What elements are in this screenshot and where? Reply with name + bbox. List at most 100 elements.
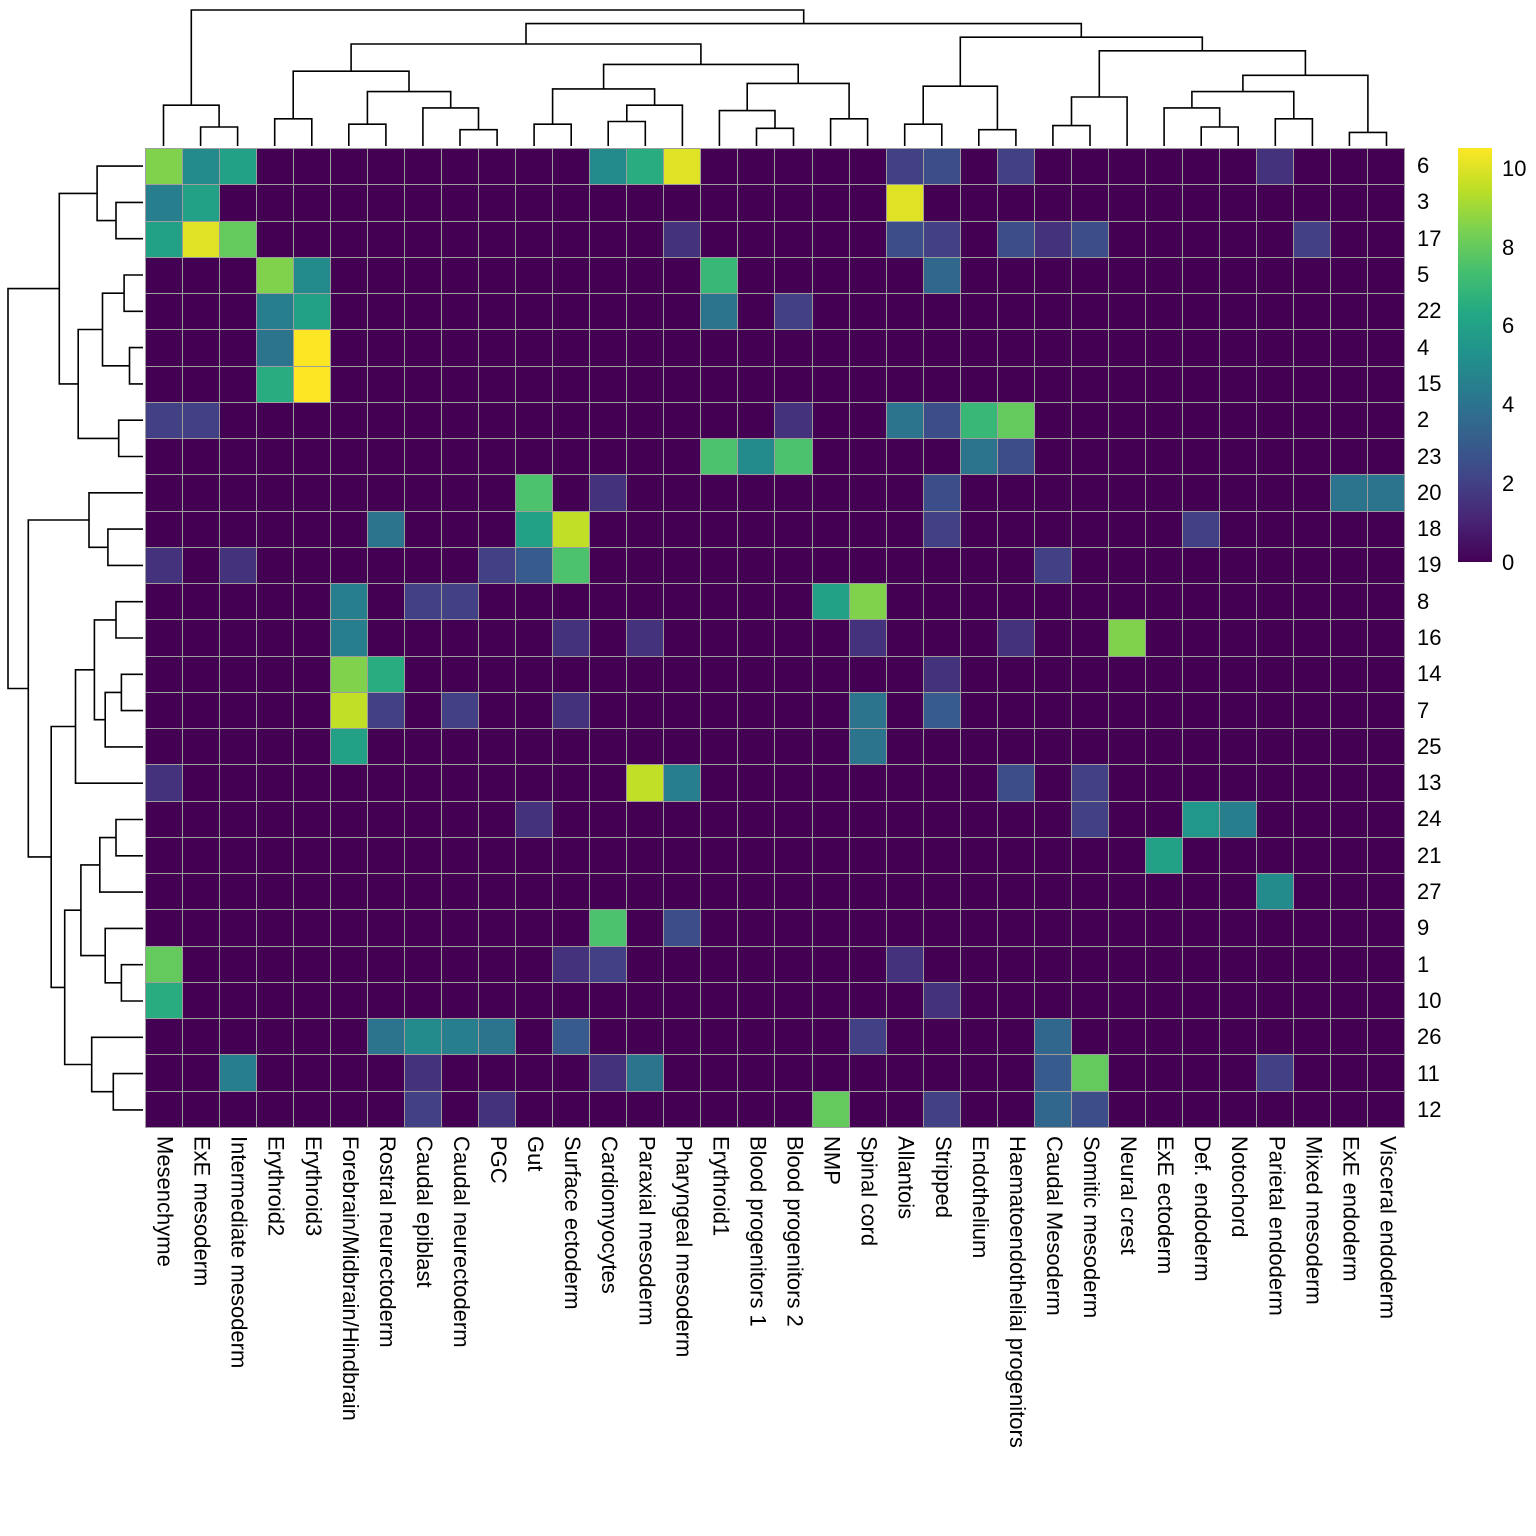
heatmap-cell — [257, 874, 294, 910]
heatmap-cell — [331, 547, 368, 584]
heatmap-cell — [627, 837, 664, 874]
heatmap-cell — [1182, 946, 1219, 982]
heatmap-cell — [516, 511, 553, 547]
heatmap-cell — [775, 765, 812, 801]
heatmap-cell — [738, 257, 775, 294]
heatmap-cell — [442, 475, 479, 511]
heatmap-cell — [701, 1091, 738, 1127]
heatmap-cell — [849, 149, 886, 185]
heatmap-cell — [257, 294, 294, 330]
heatmap-cell — [960, 729, 997, 765]
heatmap-cell — [664, 221, 701, 257]
heatmap-cell — [997, 439, 1034, 475]
heatmap-cell — [960, 1091, 997, 1127]
heatmap-cell — [664, 620, 701, 656]
heatmap-cell — [960, 837, 997, 874]
heatmap-cell — [775, 982, 812, 1019]
column-label: Neural crest — [1116, 1136, 1142, 1255]
heatmap-cell — [183, 221, 220, 257]
heatmap-cell — [1367, 874, 1404, 910]
heatmap-cell — [183, 149, 220, 185]
heatmap-cell — [368, 874, 405, 910]
column-label: Intermediate mesoderm — [226, 1136, 252, 1369]
heatmap-cell — [294, 584, 331, 620]
heatmap-cell — [331, 656, 368, 692]
column-label: Mixed mesoderm — [1301, 1136, 1327, 1305]
heatmap-cell — [812, 149, 849, 185]
heatmap-cell — [220, 1019, 257, 1055]
heatmap-cell — [1293, 330, 1330, 366]
heatmap-cell — [1219, 765, 1256, 801]
heatmap-cell — [220, 656, 257, 692]
heatmap-cell — [1145, 765, 1182, 801]
heatmap-cell — [405, 620, 442, 656]
heatmap-cell — [331, 837, 368, 874]
heatmap-cell — [146, 439, 183, 475]
heatmap-cell — [812, 692, 849, 729]
heatmap-cell — [294, 910, 331, 946]
heatmap-cell — [1034, 837, 1071, 874]
heatmap-cell — [1219, 620, 1256, 656]
heatmap-cell — [331, 946, 368, 982]
heatmap-cell — [294, 1019, 331, 1055]
heatmap-cell — [1330, 511, 1367, 547]
heatmap-cell — [1071, 221, 1108, 257]
heatmap-cell — [257, 910, 294, 946]
heatmap-cell — [1293, 620, 1330, 656]
heatmap-cell — [590, 874, 627, 910]
heatmap-cell — [1034, 402, 1071, 439]
heatmap-cell — [775, 257, 812, 294]
heatmap-cell — [960, 656, 997, 692]
heatmap-cell — [1034, 656, 1071, 692]
heatmap-cell — [516, 1091, 553, 1127]
heatmap-cell — [701, 874, 738, 910]
heatmap-cell — [997, 511, 1034, 547]
heatmap-cell — [1145, 1019, 1182, 1055]
heatmap-cell — [183, 330, 220, 366]
column-label: Caudal epiblast — [411, 1136, 437, 1288]
heatmap-cell — [923, 946, 960, 982]
heatmap-cell — [220, 910, 257, 946]
heatmap-cell — [1108, 801, 1145, 837]
heatmap-cell — [146, 765, 183, 801]
heatmap-cell — [997, 330, 1034, 366]
heatmap-cell — [1256, 910, 1293, 946]
heatmap-cell — [1330, 765, 1367, 801]
heatmap-cell — [257, 366, 294, 402]
heatmap-cell — [220, 511, 257, 547]
heatmap-cell — [1182, 439, 1219, 475]
heatmap-cell — [1182, 837, 1219, 874]
heatmap-cell — [923, 402, 960, 439]
heatmap-cell — [257, 837, 294, 874]
heatmap-cell — [812, 765, 849, 801]
heatmap-cell — [1108, 837, 1145, 874]
heatmap-cell — [331, 692, 368, 729]
heatmap-cell — [1182, 620, 1219, 656]
heatmap-cell — [886, 149, 923, 185]
heatmap-cell — [701, 221, 738, 257]
heatmap-cell — [923, 439, 960, 475]
heatmap-cell — [738, 765, 775, 801]
heatmap-cell — [146, 257, 183, 294]
heatmap-cell — [368, 366, 405, 402]
heatmap-cell — [1108, 185, 1145, 221]
heatmap-cell — [553, 294, 590, 330]
heatmap-cell — [257, 185, 294, 221]
heatmap-cell — [1071, 982, 1108, 1019]
heatmap-cell — [775, 294, 812, 330]
heatmap-cell — [553, 620, 590, 656]
row-label: 16 — [1417, 624, 1442, 650]
heatmap-cell — [183, 910, 220, 946]
heatmap-cell — [1108, 584, 1145, 620]
heatmap-cell — [553, 547, 590, 584]
heatmap-cell — [590, 402, 627, 439]
column-label: Parietal endoderm — [1264, 1136, 1290, 1316]
heatmap-cell — [738, 547, 775, 584]
heatmap-cell — [664, 692, 701, 729]
heatmap-cell — [294, 402, 331, 439]
heatmap-cell — [220, 729, 257, 765]
heatmap-cell — [812, 1091, 849, 1127]
heatmap-cell — [701, 330, 738, 366]
heatmap-cell — [1034, 910, 1071, 946]
